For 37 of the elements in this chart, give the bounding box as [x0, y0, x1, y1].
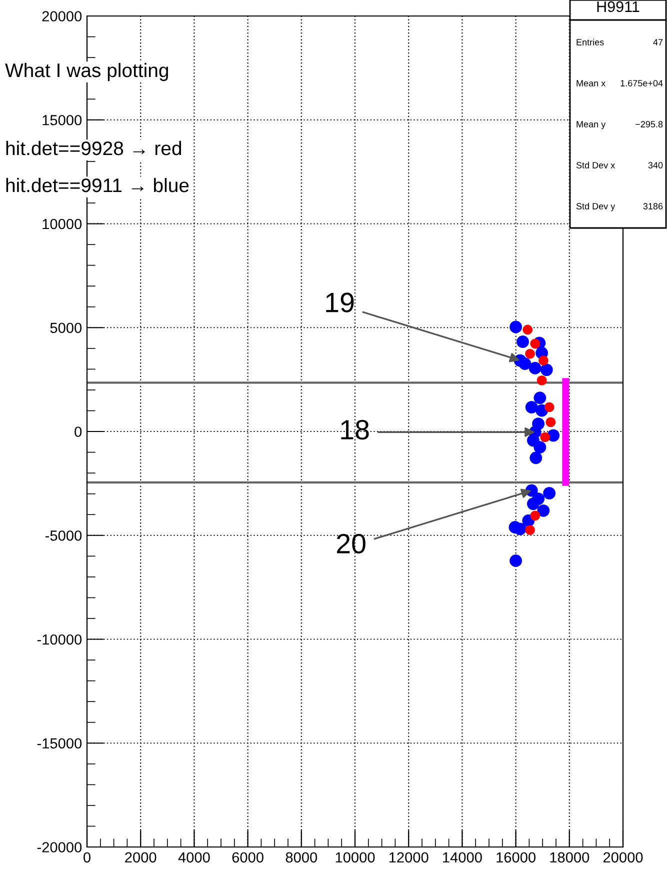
y-tick-label: 10000 [42, 218, 82, 230]
x-tick-label: 18000 [550, 852, 590, 863]
x-tick-label: 2000 [125, 852, 156, 863]
annotation: hit.det==9911 → blue [6, 178, 189, 192]
x-tick-label: 16000 [496, 852, 536, 863]
x-tick-label: 10000 [336, 852, 375, 863]
y-tick-label: 0 [74, 426, 82, 437]
y-tick-label: 20000 [42, 11, 82, 22]
text: 47 [653, 39, 663, 46]
x-tick-label: 8000 [286, 852, 318, 863]
text: 340 [648, 162, 663, 168]
annotation: Std Dev x [576, 162, 616, 168]
y-tick-label: -10000 [37, 634, 82, 645]
annotation: What I was plotting [5, 62, 168, 82]
x-tick-label: 14000 [443, 852, 482, 863]
annotation: Mean y [576, 121, 606, 130]
y-tick-label: 15000 [42, 114, 82, 126]
x-tick-label: 4000 [178, 852, 210, 863]
text: −295.8 [636, 121, 663, 128]
y-tick-label: -20000 [37, 842, 82, 852]
x-tick-label: 20000 [603, 852, 643, 863]
text: 3186 [643, 203, 663, 210]
annotation: hit.det==9928 → red [6, 140, 182, 156]
y-tick-label: -5000 [45, 530, 82, 541]
y-tick-label: -15000 [37, 738, 82, 749]
text: H9911 [597, 1, 640, 12]
y-tick-label: 5000 [50, 322, 82, 334]
x-tick-label: 6000 [232, 852, 264, 863]
annotation: 1.675e+04 [620, 80, 663, 86]
annotation: Std Dev y [576, 202, 616, 212]
annotation: Mean x [576, 80, 606, 86]
x-tick-label: 0 [84, 852, 90, 863]
annotation: 19 [326, 292, 354, 312]
annotation: Entries [576, 38, 604, 46]
annotation: 20 [337, 534, 366, 554]
annotation: 18 [341, 420, 369, 440]
x-tick-label: 12000 [389, 852, 428, 863]
